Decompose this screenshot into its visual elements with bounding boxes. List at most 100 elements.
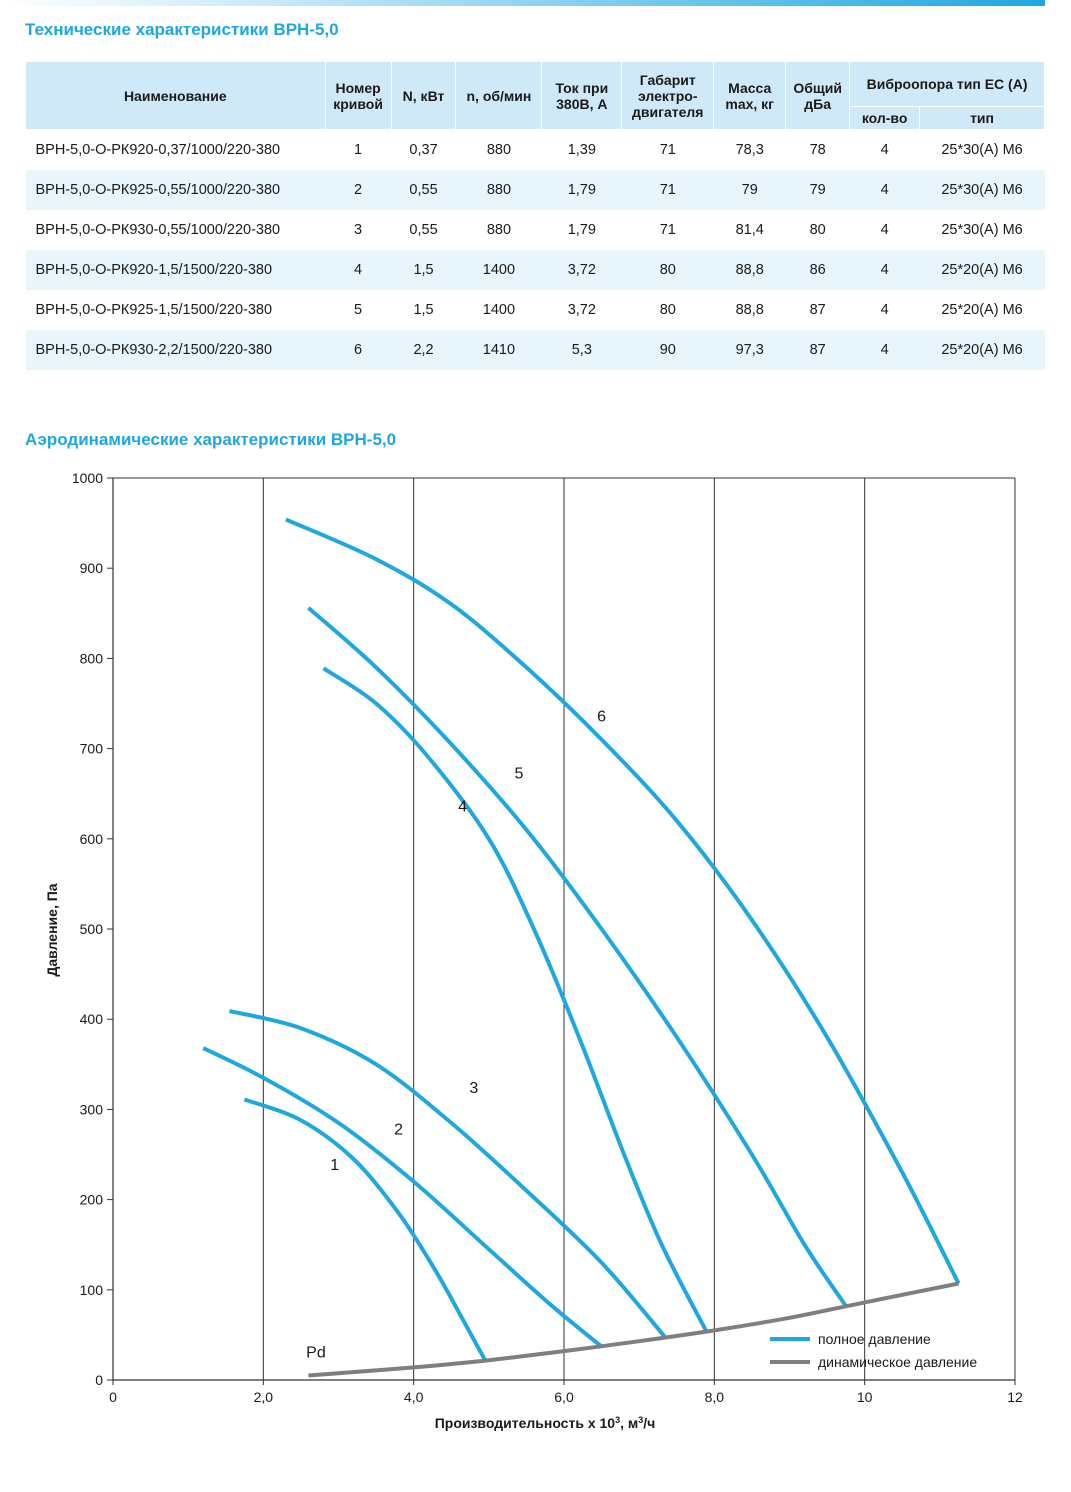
cell-mass: 97,3	[713, 330, 786, 370]
cell-name: ВРН-5,0-О-РК930-0,55/1000/220-380	[35, 222, 281, 238]
header-rpm: n, об/мин	[455, 61, 543, 130]
cell-type: 25*30(А) М6	[941, 142, 1023, 158]
top-accent-bar	[0, 0, 1045, 6]
cell-curve: 4	[325, 250, 392, 290]
dynamic-pressure-curve	[308, 1281, 959, 1378]
cell-type: 25*30(А) М6	[941, 222, 1023, 238]
cell-power: 0,55	[391, 170, 456, 210]
header-name: Наименование	[25, 61, 326, 130]
cell-motor: 80	[659, 302, 676, 318]
aero-section-title: Аэродинамические характеристики ВРН-5,0	[25, 430, 397, 449]
y-tick-label: 500	[80, 921, 104, 937]
header-mass: Масса max, кг	[713, 61, 787, 130]
curve-label-4: 4	[458, 799, 467, 816]
cell-mass: 88,8	[713, 250, 786, 290]
cell-qty: 4	[880, 222, 889, 238]
cell-power: 2,2	[391, 330, 456, 370]
cell-mass: 79	[713, 170, 786, 210]
y-tick-label: 200	[80, 1192, 104, 1208]
cell-qty: 4	[849, 330, 920, 370]
cell-current: 1,79	[567, 222, 596, 238]
cell-noise: 86	[785, 250, 850, 290]
cell-motor: 80	[621, 250, 714, 290]
cell-curve: 6	[325, 330, 392, 370]
cell-motor: 71	[659, 142, 676, 158]
cell-noise: 78	[809, 142, 826, 158]
curve-label-2: 2	[394, 1122, 403, 1139]
cell-power: 1,5	[413, 302, 434, 318]
cell-rpm: 1400	[482, 302, 516, 318]
cell-noise: 80	[809, 222, 826, 238]
cell-type: 25*30(А) М6	[919, 170, 1045, 210]
cell-current: 1,79	[541, 170, 622, 210]
cell-current: 3,72	[567, 302, 596, 318]
x-tick-label: 10	[857, 1389, 873, 1405]
header-vibro-type: тип	[919, 106, 1045, 130]
curve-label-5: 5	[514, 765, 523, 782]
cell-motor: 71	[621, 170, 714, 210]
chart-series	[202, 517, 961, 1378]
chart-grid	[113, 477, 1016, 1380]
total-pressure-curve-6	[285, 517, 961, 1285]
cell-mass: 88,8	[735, 302, 764, 318]
curve-label-6: 6	[597, 709, 606, 726]
cell-rpm: 1400	[455, 250, 542, 290]
header-power: N, кВт	[390, 61, 457, 130]
x-tick-label: 4,0	[404, 1389, 424, 1405]
cell-curve: 2	[325, 170, 392, 210]
cell-curve: 1	[354, 142, 363, 158]
y-tick-label: 600	[80, 831, 104, 847]
total-pressure-curve-5	[307, 606, 848, 1308]
cell-type: 25*20(А) М6	[919, 250, 1045, 290]
cell-qty: 4	[849, 170, 920, 210]
x-tick-label: 8,0	[705, 1389, 725, 1405]
table-row: ВРН-5,0-О-РК925-1,5/1500/220-380 5 1,5 1…	[26, 290, 1045, 330]
table-row: ВРН-5,0-О-РК920-0,37/1000/220-380 1 0,37…	[26, 130, 1045, 171]
cell-current: 1,39	[567, 142, 596, 158]
y-tick-label: 800	[80, 650, 104, 666]
header-vibro-qty: кол-во	[849, 106, 921, 130]
x-tick-label: 12	[1007, 1389, 1023, 1405]
header-noise: Общий дБа	[785, 61, 851, 130]
cell-curve: 5	[354, 302, 363, 318]
cell-rpm: 880	[486, 222, 512, 238]
chart-legend: полное давление динамическое давление	[770, 1331, 977, 1370]
cell-rpm: 880	[486, 142, 512, 158]
total-pressure-curve-3	[229, 1009, 668, 1339]
cell-power: 0,37	[409, 142, 438, 158]
cell-noise: 87	[809, 302, 826, 318]
cell-current: 3,72	[541, 250, 622, 290]
x-tick-label: 6,0	[554, 1389, 574, 1405]
cell-motor: 90	[621, 330, 714, 370]
cell-motor: 71	[659, 222, 676, 238]
cell-type: 25*20(А) М6	[919, 330, 1045, 370]
specs-section-title: Технические характеристики ВРН-5,0	[25, 20, 339, 39]
cell-noise: 79	[785, 170, 850, 210]
curve-label-1: 1	[330, 1157, 339, 1174]
legend-entry: полное давление	[818, 1331, 931, 1347]
table-row: ВРН-5,0-О-РК920-1,5/1500/220-380 4 1,5 1…	[25, 250, 1045, 290]
y-tick-label: 0	[95, 1372, 103, 1388]
curve-label-3: 3	[469, 1080, 478, 1097]
chart-curve-labels: 1 2 3 4 5 6 Pd	[306, 709, 606, 1362]
table-row: ВРН-5,0-О-РК925-0,55/1000/220-380 2 0,55…	[25, 170, 1045, 210]
y-tick-label: 300	[80, 1101, 104, 1117]
table-row: ВРН-5,0-О-РК930-2,2/1500/220-380 6 2,2 1…	[25, 330, 1045, 370]
cell-power: 1,5	[391, 250, 456, 290]
x-tick-label: 0	[109, 1389, 117, 1405]
cell-qty: 4	[880, 302, 889, 318]
x-axis-title: Производительность х 103, м3/ч	[435, 1415, 656, 1431]
total-pressure-curve-2	[202, 1046, 603, 1349]
y-tick-label: 900	[80, 560, 104, 576]
y-tick-label: 1000	[72, 470, 103, 486]
cell-rpm: 1410	[455, 330, 542, 370]
aero-chart: 0 2,0 4,0 6,0 8,0 10 1201002003004005006007008…	[44, 470, 1023, 1431]
dynamic-pressure-label: Pd	[306, 1344, 326, 1361]
y-tick-label: 400	[80, 1011, 104, 1027]
cell-name: ВРН-5,0-О-РК930-2,2/1500/220-380	[25, 330, 326, 370]
y-tick-label: 700	[80, 741, 104, 757]
header-vibro: Виброопора тип ЕС (А)	[849, 61, 1045, 107]
x-tick-label: 2,0	[254, 1389, 274, 1405]
y-tick-label: 100	[80, 1282, 104, 1298]
header-motor: Габарит электро-двигателя	[621, 61, 715, 130]
